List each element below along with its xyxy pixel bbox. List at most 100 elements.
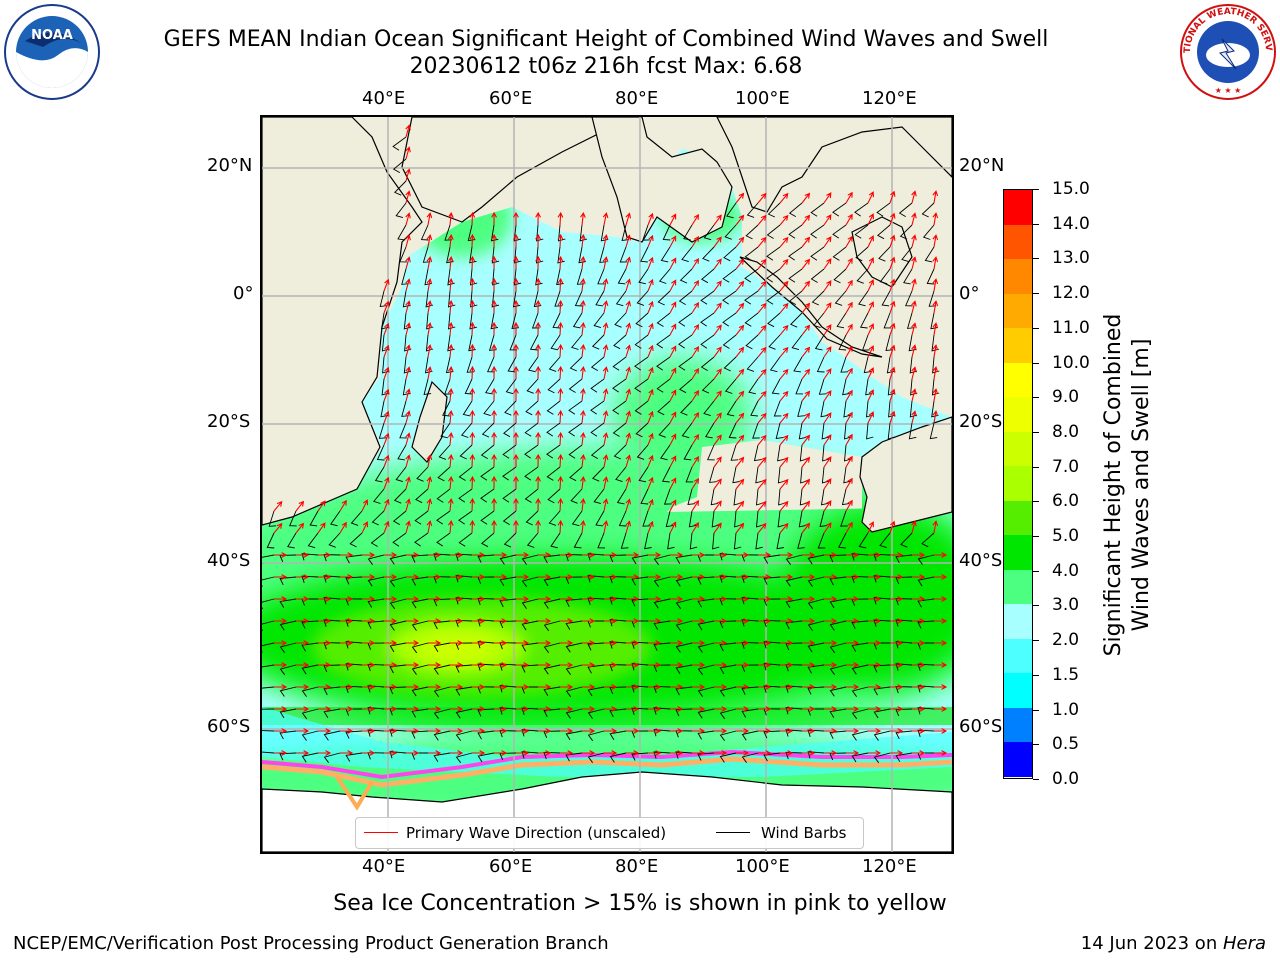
wind-barb: [675, 576, 693, 587]
wave-direction-arrow: [823, 434, 832, 446]
wind-barb: [447, 268, 455, 286]
wave-direction-arrow: [758, 684, 772, 690]
wave-direction-arrow: [735, 258, 745, 270]
wave-direction-arrow: [912, 728, 926, 734]
wave-direction-arrow: [868, 684, 882, 690]
wave-direction-arrow: [758, 618, 772, 624]
wind-barb: [818, 378, 827, 395]
wind-barb: [681, 422, 693, 439]
wave-direction-arrow: [779, 280, 789, 292]
wind-barb: [763, 641, 781, 649]
wind-barb: [723, 246, 737, 262]
wave-direction-arrow: [469, 453, 476, 468]
wave-direction-arrow: [757, 456, 767, 468]
wind-barb: [499, 598, 517, 608]
wind-barb: [403, 356, 412, 374]
wave-direction-arrow: [602, 432, 609, 446]
wave-direction-arrow: [932, 300, 939, 314]
wind-barb: [854, 202, 869, 217]
wind-barb: [345, 685, 363, 694]
wave-direction-arrow: [340, 662, 354, 668]
wave-direction-arrow: [535, 431, 541, 446]
wave-direction-arrow: [296, 662, 310, 668]
wave-direction-arrow: [384, 618, 398, 624]
wind-barb: [901, 246, 913, 263]
wave-direction-arrow: [911, 322, 917, 336]
lat-tick-left: 40°S: [207, 550, 251, 571]
wind-barb: [752, 422, 760, 439]
wind-barb: [842, 378, 850, 396]
wave-direction-arrow: [911, 410, 917, 424]
wave-direction-arrow: [491, 409, 497, 424]
wind-barb: [685, 466, 694, 483]
wind-barb: [397, 224, 407, 241]
wave-direction-arrow: [384, 574, 398, 580]
wave-direction-arrow: [801, 434, 811, 446]
wave-direction-arrow: [911, 366, 917, 380]
wave-direction-arrow: [691, 235, 700, 248]
wind-barb: [769, 356, 781, 373]
wave-direction-arrow: [516, 596, 530, 602]
wind-barb: [393, 488, 407, 504]
wind-barb: [521, 707, 539, 715]
wave-direction-arrow: [735, 192, 745, 204]
lon-tick-top: 60°E: [489, 88, 533, 109]
wind-barb: [785, 729, 803, 737]
wave-direction-arrow: [535, 321, 541, 336]
wave-direction-arrow: [557, 409, 564, 424]
wind-barb: [411, 554, 429, 563]
wave-direction-arrow: [911, 388, 917, 402]
wave-direction-arrow: [648, 728, 662, 734]
wave-direction-arrow: [580, 277, 586, 292]
wind-barb: [612, 378, 627, 393]
wind-barb: [763, 685, 781, 693]
wave-direction-arrow: [295, 500, 305, 512]
wave-direction-arrow: [691, 345, 700, 358]
wind-barb: [775, 422, 784, 440]
wave-direction-arrow: [383, 366, 390, 380]
wave-direction-arrow: [647, 366, 654, 380]
colorbar-tick: [1033, 466, 1039, 468]
wind-barb: [829, 708, 847, 718]
wind-barb: [613, 334, 627, 350]
wave-direction-arrow: [868, 728, 882, 734]
wind-barb: [458, 466, 473, 481]
wave-direction-arrow: [557, 211, 564, 226]
wind-barb: [819, 510, 828, 528]
wave-direction-arrow: [340, 750, 354, 756]
wave-direction-arrow: [889, 520, 896, 534]
wave-direction-arrow: [582, 728, 596, 734]
wave-direction-arrow: [406, 662, 420, 668]
wind-barb: [480, 466, 495, 481]
wave-direction-arrow: [867, 521, 874, 534]
wind-barb: [455, 553, 473, 561]
wave-direction-arrow: [890, 728, 904, 734]
wave-direction-arrow: [846, 574, 860, 580]
wave-direction-arrow: [736, 750, 750, 756]
wind-barb: [753, 444, 762, 462]
wave-direction-arrow: [428, 574, 442, 580]
wind-barb: [843, 400, 851, 418]
wave-direction-arrow: [780, 640, 794, 646]
wave-direction-arrow: [604, 552, 618, 558]
wave-direction-arrow: [932, 256, 939, 270]
wave-direction-arrow: [469, 321, 476, 336]
wind-barb: [722, 268, 737, 283]
wind-barb: [653, 707, 671, 715]
wind-barb: [777, 466, 786, 484]
wave-direction-arrow: [802, 574, 816, 580]
wave-direction-arrow: [560, 640, 574, 646]
wave-direction-arrow: [890, 706, 904, 712]
wave-direction-arrow: [469, 519, 476, 534]
wind-barb: [703, 400, 715, 417]
wave-direction-arrow: [557, 431, 564, 446]
wave-direction-arrow: [626, 684, 640, 690]
wave-direction-arrow: [513, 453, 519, 467]
wave-direction-arrow: [757, 236, 767, 248]
wind-barb: [502, 488, 517, 503]
wave-direction-arrow: [491, 497, 497, 512]
wave-direction-arrow: [735, 500, 745, 512]
wind-barb: [931, 400, 939, 418]
wind-barb: [565, 686, 583, 698]
wave-direction-arrow: [340, 552, 354, 558]
